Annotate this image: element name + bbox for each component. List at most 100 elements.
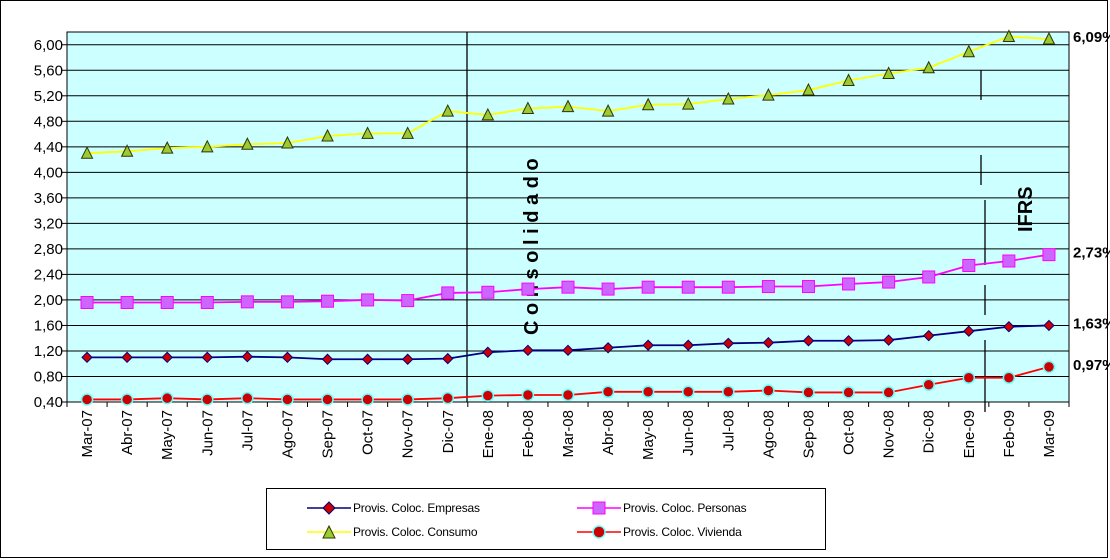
data-point	[762, 336, 775, 349]
x-tick-label: Ene-08	[480, 410, 497, 458]
data-point	[281, 135, 294, 149]
data-point	[521, 388, 535, 402]
series-1	[80, 248, 1056, 309]
data-point	[722, 337, 735, 350]
data-point	[401, 294, 415, 308]
data-point	[241, 137, 254, 150]
end-label: 1,63%	[1073, 315, 1110, 332]
data-point	[1042, 248, 1056, 262]
data-point	[922, 60, 936, 74]
data-point	[882, 66, 895, 79]
data-point	[481, 107, 495, 121]
x-tick-label: Jun-07	[199, 410, 216, 456]
data-point	[562, 344, 574, 357]
data-point	[121, 351, 133, 364]
data-point	[922, 270, 936, 284]
data-point	[641, 97, 655, 111]
x-tick-label: Mar-07	[79, 410, 96, 458]
legend-item-vivienda: Provis. Coloc. Vivienda	[577, 522, 742, 542]
series-layer	[80, 29, 1056, 406]
series-0	[81, 319, 1055, 365]
data-point	[482, 346, 494, 358]
x-tick-label: May-07	[159, 410, 176, 460]
data-point	[441, 391, 455, 405]
legend-swatch-consumo	[307, 525, 351, 539]
ifrs-label: IFRS	[1015, 186, 1037, 232]
data-point	[962, 44, 976, 58]
data-point	[160, 295, 174, 309]
legend-label-consumo: Provis. Coloc. Consumo	[353, 525, 478, 539]
y-tick-label: 0,80	[34, 368, 63, 385]
legend: Provis. Coloc. Empresas Provis. Coloc. P…	[266, 488, 826, 550]
end-label: 2,73%	[1073, 245, 1110, 262]
end-labels: 1,63% 2,73% 6,09% 0,97%	[1073, 29, 1110, 374]
consolidado-label: C o n s o l i d a d o	[521, 158, 543, 335]
data-point	[160, 140, 174, 154]
data-point	[842, 386, 855, 399]
data-point	[321, 294, 335, 308]
x-tick-label: Dic-08	[921, 410, 938, 453]
x-tick-label: Oct-07	[360, 410, 377, 455]
data-point	[601, 103, 615, 117]
x-axis: Mar-07 Abr-07 May-07 Jun-07 Jul-07 Ago-07 Sep-…	[66, 402, 1070, 460]
data-point	[882, 275, 896, 289]
data-point	[681, 96, 695, 110]
legend-swatch-personas	[577, 501, 621, 515]
data-point	[521, 282, 535, 296]
y-tick-label: 4,00	[34, 164, 63, 181]
y-tick-label: 1,20	[34, 343, 63, 360]
data-point	[401, 353, 414, 365]
data-point	[721, 280, 735, 294]
x-tick-label: Dic-07	[440, 410, 457, 453]
data-point	[361, 393, 374, 406]
x-tick-label: Jul-07	[239, 410, 256, 451]
data-point	[882, 386, 895, 399]
y-tick-label: 2,00	[34, 292, 63, 309]
data-point	[241, 391, 254, 405]
data-point	[561, 99, 575, 113]
legend-label-personas: Provis. Coloc. Personas	[623, 501, 747, 515]
series-2	[80, 29, 1056, 159]
y-tick-label: 5,20	[34, 88, 63, 105]
data-point	[201, 393, 214, 406]
data-point	[801, 280, 815, 294]
data-point	[521, 101, 535, 115]
data-point	[842, 335, 855, 347]
data-point	[241, 350, 254, 363]
data-point	[441, 286, 455, 300]
data-point	[561, 388, 575, 402]
x-tick-label: Oct-08	[841, 410, 858, 455]
plot-area	[66, 31, 1070, 403]
data-point	[923, 329, 935, 342]
data-point	[962, 371, 976, 385]
data-point	[1042, 31, 1056, 45]
data-point	[80, 393, 94, 406]
data-point	[1002, 371, 1016, 385]
x-tick-label: Sep-08	[800, 410, 817, 458]
data-point	[280, 295, 294, 309]
data-point	[1042, 360, 1056, 374]
y-tick-label: 5,60	[34, 62, 63, 79]
data-point	[361, 353, 374, 365]
data-point	[642, 339, 654, 351]
data-point	[361, 126, 374, 139]
data-point	[481, 389, 495, 402]
data-point	[602, 342, 614, 354]
data-point	[681, 280, 695, 294]
data-point	[1003, 321, 1015, 333]
y-tick-label: 2,40	[34, 266, 63, 283]
data-point	[441, 103, 455, 117]
data-point	[761, 280, 775, 294]
series-3	[80, 360, 1056, 406]
data-point	[1002, 29, 1016, 42]
x-tick-label: Abr-08	[600, 410, 617, 455]
data-point	[200, 139, 214, 153]
data-point	[160, 391, 174, 405]
legend-item-consumo: Provis. Coloc. Consumo	[307, 522, 478, 542]
legend-item-empresas: Provis. Coloc. Empresas	[307, 498, 480, 518]
data-point	[601, 282, 615, 296]
data-point	[722, 91, 735, 105]
x-tick-label: Ene-09	[961, 410, 978, 458]
x-tick-label: May-08	[640, 410, 657, 460]
